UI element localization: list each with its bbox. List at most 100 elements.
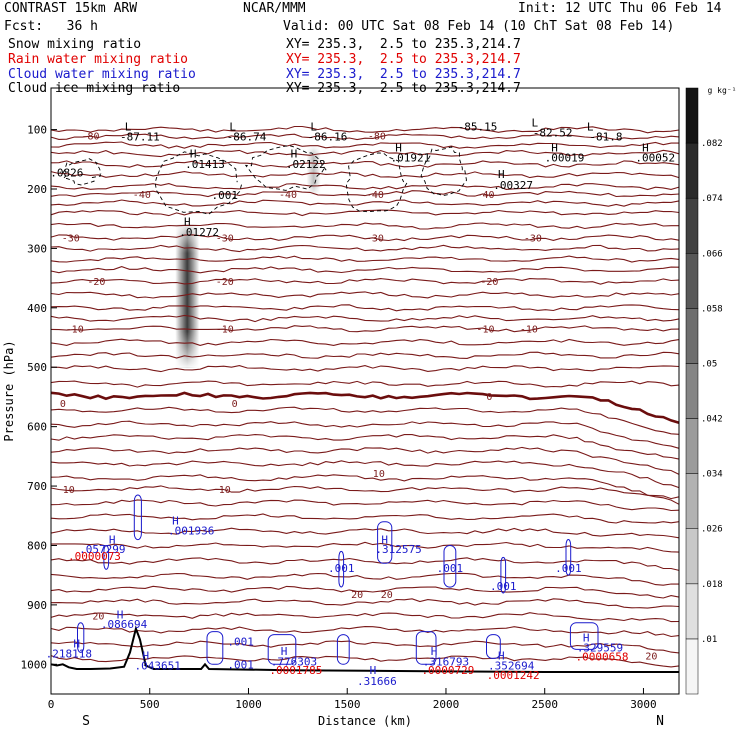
colorbar-box [685, 308, 699, 364]
cloud-ice-contours [62, 145, 467, 215]
model-title: CONTRAST 15km ARW [4, 1, 138, 16]
rain-label: .0000658 [575, 651, 628, 664]
isotherm-zero [50, 391, 680, 424]
colorbar-box [685, 528, 699, 585]
cloud-water-label: H [142, 649, 149, 662]
field-xy-cloud-water: XY= 235.3, 2.5 to 235.3,214.7 [286, 67, 521, 82]
colorbar-label: .018 [701, 580, 723, 590]
colorbar-label: .082 [701, 139, 723, 149]
cloud-water-label: H [583, 632, 590, 645]
cloud-water-label: .352694 [488, 659, 535, 672]
ice-min-label: -85.15 [458, 121, 498, 134]
y-tick-label: 300 [27, 242, 47, 255]
y-tick-label: 700 [27, 480, 47, 493]
isotherm-label: -10 [216, 325, 234, 336]
field-name-snow: Snow mixing ratio [8, 37, 142, 52]
ice-min-label: -82.52 [533, 127, 573, 140]
isotherm-line [50, 557, 680, 571]
colorbar-box [685, 583, 699, 640]
isotherm-label: -80 [81, 132, 99, 143]
isotherm-label: 0 [486, 392, 492, 403]
isotherm-line [50, 141, 679, 149]
isotherm-line [50, 406, 680, 435]
cloud-water-label: H [109, 534, 116, 547]
cloud-water-contour [415, 631, 437, 665]
cloud-water-contour [486, 634, 501, 659]
isotherm-line [50, 199, 680, 207]
y-tick-label: 600 [27, 421, 47, 434]
colorbar-label: .034 [701, 470, 723, 480]
isotherm-label: 10 [219, 485, 231, 496]
rain-label: .0001785 [269, 664, 322, 677]
isotherm-label: 20 [92, 612, 104, 623]
ice-max-label: H [291, 147, 298, 160]
cloud-water-label: .001936 [168, 525, 214, 538]
isotherm-label: 20 [381, 590, 393, 601]
ice-max-label: .01272 [179, 226, 219, 239]
ice-min-label: L [587, 121, 594, 134]
cloud-water-contour [267, 634, 297, 665]
isotherm-label: 20 [351, 590, 363, 601]
isotherm-line [50, 640, 680, 654]
colorbar-box [685, 197, 699, 254]
cloud-water-label: .218118 [46, 648, 92, 661]
isotherm-line [50, 446, 680, 475]
org-label: NCAR/MMM [243, 1, 306, 16]
isotherm-line [50, 183, 680, 191]
colorbar-box [685, 418, 699, 474]
cloud-water-contour [569, 622, 599, 650]
terrain-surface [50, 625, 679, 673]
isotherm-line [50, 244, 680, 253]
isotherm-line [50, 499, 680, 512]
field-xy-snow: XY= 235.3, 2.5 to 235.3,214.7 [286, 37, 521, 52]
isotherm-line [50, 338, 680, 346]
cloud-water-label: H [431, 645, 438, 658]
isotherm-label: -40 [279, 190, 297, 201]
cloud-water-contour [443, 545, 457, 588]
y-tick-label: 800 [27, 539, 47, 552]
isotherm-line [50, 190, 680, 198]
x-end-label-north: N [656, 714, 664, 729]
cloud-water-label: .316793 [423, 655, 469, 668]
isotherm-label: -30 [366, 234, 384, 245]
isotherm-label: -40 [476, 190, 494, 201]
cloud-water-label: .001 [490, 580, 517, 593]
isotherm-label: -10 [476, 325, 494, 336]
x-tick-label: 500 [140, 698, 160, 711]
isotherm-line [50, 351, 680, 359]
isotherm-label: 10 [63, 485, 75, 496]
y-tick-label: 200 [27, 183, 47, 196]
colorbar-box [685, 142, 699, 199]
isotherm-line [50, 460, 680, 489]
cloud-water-contour [336, 634, 350, 665]
colorbar-label: .05 [701, 359, 717, 369]
colorbar-label: .01 [701, 635, 717, 645]
colorbar-label: .042 [701, 415, 723, 425]
axes: 0 500 1000 1500 2000 2500 30001002003004005006… [2, 87, 680, 729]
cloud-ice-contour [62, 158, 102, 186]
colorbar-box [685, 638, 699, 695]
isotherm-line [50, 149, 680, 158]
cloud-water-contour [206, 631, 224, 665]
cloud-ice-contour [420, 146, 467, 197]
cloud-water-contours [77, 494, 599, 665]
cloud-water-label: .31666 [357, 675, 397, 688]
isotherm-line [50, 380, 680, 388]
ice-min-label: L [229, 121, 236, 134]
ice-min-label: L [310, 121, 317, 134]
isotherm-label: 20 [645, 651, 657, 662]
isotherm-line [50, 598, 680, 609]
x-tick-label: 3000 [630, 698, 657, 711]
cloud-water-contour [500, 556, 507, 594]
ice-min-label: -81.8 [589, 131, 622, 144]
rain-label: .0001242 [487, 669, 540, 682]
init-time: Init: 12 UTC Thu 06 Feb 14 [518, 1, 722, 16]
ice-max-label: .001 [212, 189, 239, 202]
isotherm-line [50, 234, 680, 242]
cloud-water-label: H [381, 534, 388, 547]
field-name-rain: Rain water mixing ratio [8, 52, 189, 67]
isotherm-line [50, 125, 680, 134]
y-axis-label: Pressure (hPa) [2, 340, 16, 441]
isotherm-line [50, 133, 680, 141]
